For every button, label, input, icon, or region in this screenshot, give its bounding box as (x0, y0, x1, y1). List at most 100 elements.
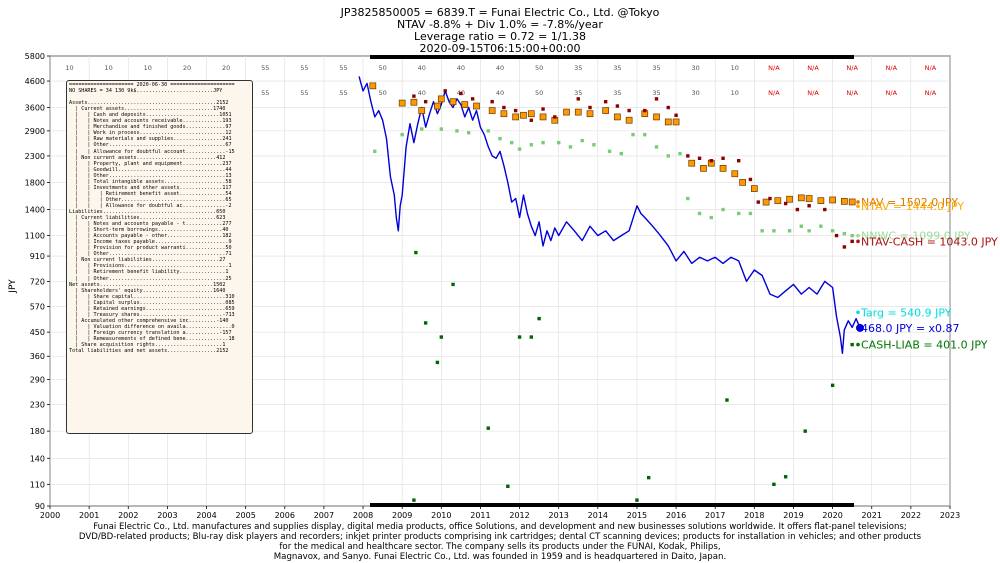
series-point (439, 335, 444, 339)
y-tick-label: 140 (30, 454, 45, 463)
series-point (486, 129, 490, 133)
balance-sheet-line: | | Provisions..........................… (69, 263, 232, 270)
series-point (439, 127, 444, 131)
series-point (760, 229, 764, 233)
series-point (709, 215, 714, 220)
nav-point (520, 111, 527, 119)
series-point (748, 177, 753, 182)
y-tick-label: 90 (35, 502, 45, 511)
x-tick-label: 2010 (431, 511, 451, 520)
end-label-marker (856, 204, 860, 208)
series-point (423, 321, 428, 325)
balance-sheet-line: | | Foreign currency translation a......… (69, 329, 232, 336)
nav-point (840, 198, 848, 205)
balance-sheet-line: | | Accounts payable - other............… (69, 233, 232, 240)
nav-point (500, 110, 508, 118)
series-point (529, 335, 534, 339)
pe-label-top: N/A (886, 64, 898, 72)
nav-point (817, 197, 825, 205)
balance-sheet-line: Net assets..............................… (69, 281, 226, 288)
nav-point (563, 108, 570, 116)
series-point (666, 154, 670, 158)
pe-label-bottom: 50 (378, 89, 386, 97)
series-point (451, 282, 455, 287)
pe-label-bottom: 40 (418, 89, 426, 97)
balance-sheet-line: | | Total intangible assets.............… (69, 178, 232, 185)
pe-label-bottom: 35 (652, 89, 660, 97)
y-tick-label: 2900 (25, 127, 45, 136)
series-point (772, 482, 776, 487)
series-point (588, 105, 592, 110)
end-label-marker (856, 239, 860, 244)
pe-label-top: 10 (731, 64, 739, 72)
series-point (721, 156, 725, 160)
series-point (748, 211, 753, 216)
nav-point (473, 102, 480, 110)
pe-label-top: 35 (652, 64, 660, 72)
x-tick-label: 2006 (275, 511, 295, 520)
series-point (412, 498, 416, 502)
x-tick-label: 2005 (235, 511, 255, 520)
y-tick-label: 450 (30, 328, 45, 337)
pe-label-top: 50 (378, 64, 386, 72)
y-tick-label: 3600 (25, 104, 45, 113)
balance-sheet-line: NO SHARES = 34 130 9k$..................… (69, 88, 223, 95)
x-tick-label: 2007 (314, 511, 334, 520)
nav-point (488, 107, 496, 114)
pe-label-top: 30 (692, 64, 700, 72)
balance-sheet-line: | | Notes and accounts receivable.......… (69, 118, 232, 125)
series-point (373, 149, 377, 154)
x-axis: 2000 2001 2002 2003 2004 2005 2006 2007 2008 2009… (40, 506, 960, 520)
nav-point (829, 196, 836, 204)
y-tick-label: 1800 (25, 178, 45, 187)
pe-label-bottom: 30 (692, 89, 700, 97)
series-point (490, 99, 494, 104)
x-tick-label: 2012 (509, 511, 529, 520)
end-label: NNWC = 1099.0 JPY (861, 230, 971, 243)
pe-label-bottom: N/A (886, 89, 898, 97)
series-point (643, 108, 647, 113)
series-point (414, 250, 418, 255)
y-axis: 90 110 140 180 230 290 360 450 570 720 910 1100 1400… (25, 52, 50, 511)
series-point (772, 229, 776, 233)
balance-sheet-line: | Accumulated other comprehensive inc...… (69, 317, 229, 324)
nav-point (731, 170, 739, 178)
chart-title-line3: Leverage ratio = 0.72 = 1/1.38 (414, 30, 586, 43)
nav-point (602, 107, 610, 114)
pe-label-top: 20 (183, 64, 191, 72)
pe-label-bottom: 55 (300, 89, 308, 97)
series-point (517, 335, 522, 339)
series-point (502, 105, 506, 110)
nav-point (586, 110, 594, 118)
series-point (553, 115, 557, 119)
series-point (631, 132, 635, 137)
pe-label-bottom: 35 (613, 89, 621, 97)
x-tick-label: 2000 (40, 511, 60, 520)
pe-label-bottom: 10 (731, 89, 739, 97)
series-point (443, 89, 447, 93)
pe-label-top: 20 (222, 64, 230, 72)
balance-sheet-line: | | Retained earnings...................… (69, 305, 235, 312)
nav-point (739, 179, 746, 186)
end-label-marker (856, 342, 860, 347)
series-point (721, 207, 725, 212)
balance-sheet-line: | | | Retirement benefit asset..........… (69, 190, 232, 197)
nav-point (774, 197, 782, 205)
x-tick-label: 2011 (470, 511, 490, 520)
y-tick-label: 4600 (25, 77, 45, 86)
x-tick-label: 2021 (862, 511, 882, 520)
balance-sheet-line: | | Other...............................… (69, 275, 232, 282)
series-point (646, 475, 651, 480)
balance-sheet-line: | | Other...............................… (69, 251, 232, 258)
y-tick-label: 910 (30, 252, 45, 261)
pe-label-top: N/A (807, 64, 819, 72)
series-point (517, 147, 522, 151)
pe-label-bottom: 35 (574, 89, 582, 97)
balance-sheet-line: | | Provision for product warranti......… (69, 245, 232, 252)
pe-label-top: 10 (65, 64, 73, 72)
balance-sheet-line: | | Allowance for doubtful account......… (69, 148, 235, 155)
series-point (412, 94, 416, 98)
nav-point (762, 198, 770, 206)
series-point (850, 233, 854, 238)
